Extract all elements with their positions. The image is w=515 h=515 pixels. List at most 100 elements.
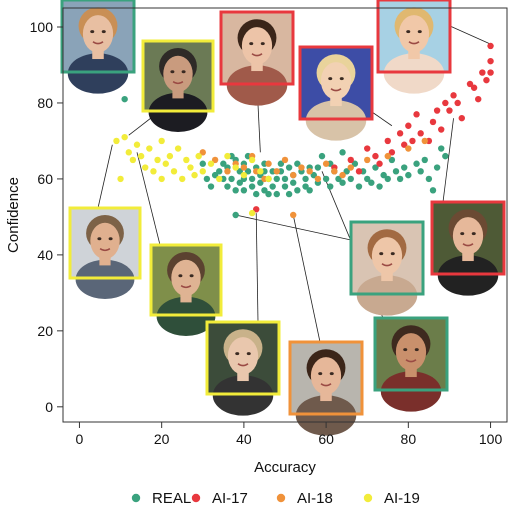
y-tick-label: 60 [37,171,53,187]
data-point [347,156,354,164]
data-point [269,183,276,190]
photo-mouth [405,359,417,363]
callout-line [136,152,161,246]
face-photo [376,0,452,94]
legend-marker [191,493,201,503]
photo-eye [97,237,102,241]
photo-frame [288,340,364,416]
y-tick-label: 20 [37,323,53,339]
data-point [228,175,235,183]
face-photo [149,243,223,336]
photo-face [90,222,120,260]
data-point [318,152,326,160]
data-point [302,175,309,183]
data-point [372,152,379,160]
data-point [248,156,256,164]
photo-eye [246,352,251,356]
x-tick-label: 80 [401,431,417,447]
data-point [236,168,243,175]
data-point [146,145,153,152]
data-point [281,183,289,190]
data-point [121,95,128,103]
x-axis-title: Accuracy [254,459,316,476]
photo-frame [219,10,295,86]
callout-line [97,144,113,209]
callout-line [292,214,321,343]
data-point [232,211,239,219]
x-tick-label: 60 [318,431,334,447]
data-point [343,168,350,175]
legend-label: AI-17 [212,490,248,507]
data-point [364,145,371,152]
photo-face [320,62,352,100]
data-point [339,171,346,179]
photo-face [395,333,427,371]
y-tick-label: 0 [45,399,53,415]
photo-eye [403,348,408,352]
data-point [355,183,363,190]
photo-frame [298,45,374,121]
data-point [364,156,371,164]
photo-frame [141,39,215,113]
data-point [117,175,124,183]
data-point [388,149,396,156]
data-point [322,160,330,167]
photo-eye [260,42,265,46]
data-point [240,187,248,194]
legend-entry-ai-17: AI-17 [191,490,248,507]
data-point [162,160,169,167]
data-point [232,187,239,194]
legend-entry-ai-18: AI-18 [276,490,333,507]
data-point [413,160,420,167]
legend-marker [276,493,286,503]
photo-eye [406,30,411,34]
data-point [425,175,433,183]
legend-marker [131,493,141,503]
data-point [376,183,383,190]
data-point [347,175,354,183]
face-photo [60,0,136,94]
data-point [421,156,428,164]
data-point [429,118,437,126]
photo-mouth [381,263,393,267]
face-photo [68,206,142,299]
callout-line [371,111,393,127]
data-point [294,187,301,194]
photo-face [371,237,403,275]
data-point [265,175,272,183]
data-point [257,168,264,175]
face-photo [205,320,281,416]
face-photo [219,10,295,106]
legend-label: AI-18 [297,490,333,507]
photo-eye [235,352,240,356]
data-point [368,179,375,186]
legend-entry-real: REAL [131,490,191,507]
data-point [174,145,182,152]
data-point [199,160,206,167]
face-photo [141,39,215,132]
data-point [281,156,289,164]
callout-line [442,118,454,203]
data-point [121,133,128,141]
data-point [273,168,280,175]
data-point [487,69,494,76]
data-point [281,175,289,183]
data-point [232,164,239,171]
legend-marker [363,493,373,503]
data-point [179,175,186,183]
photo-mouth [408,41,420,45]
face-photo [430,200,506,296]
data-point [220,160,227,167]
data-point [442,152,449,160]
data-point [405,122,412,129]
y-axis-title: Confidence [5,177,22,253]
data-point [306,187,313,194]
photo-mouth [251,53,263,57]
data-point [277,160,285,167]
data-point [327,183,334,190]
y-tick-label: 100 [30,19,54,35]
data-point [396,175,404,183]
y-tick-label: 40 [37,247,53,263]
photo-frame [430,200,506,276]
